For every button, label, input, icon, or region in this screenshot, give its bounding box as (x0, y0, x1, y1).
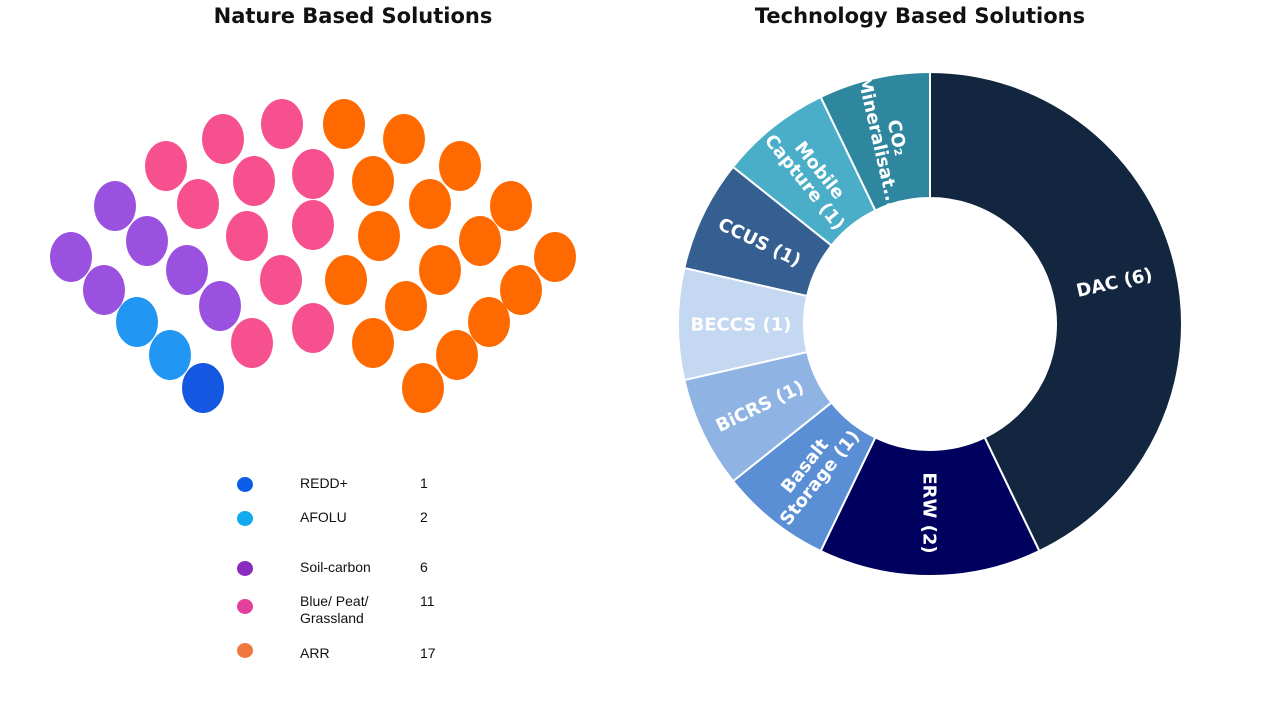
dot-redd (182, 363, 224, 413)
donut-slice-1 (819, 436, 1041, 577)
dot-blue-peat-grassland (292, 149, 334, 199)
dot-soil-carbon (166, 245, 208, 295)
dot-soil-carbon (50, 232, 92, 282)
dot-blue-peat-grassland (145, 141, 187, 191)
legend-count: 6 (420, 559, 428, 575)
dot-arr (358, 211, 400, 261)
dot-blue-peat-grassland (260, 255, 302, 305)
legend-swatch (237, 599, 253, 614)
legend-label: Blue/ Peat/ Grassland (300, 593, 369, 626)
dot-soil-carbon (94, 181, 136, 231)
legend-swatch (237, 561, 253, 576)
nature-dot-cluster (50, 99, 576, 413)
dot-arr (500, 265, 542, 315)
legend-count: 1 (420, 475, 428, 491)
dot-arr (352, 156, 394, 206)
donut-slice-label: BECCS (1) (691, 314, 792, 335)
dot-blue-peat-grassland (292, 303, 334, 353)
legend-swatch (237, 643, 253, 658)
donut-slice-label: ERW (2) (918, 472, 939, 553)
dot-arr (490, 181, 532, 231)
legend-label: AFOLU (300, 509, 347, 525)
dot-soil-carbon (126, 216, 168, 266)
technology-chart-title: Technology Based Solutions (754, 4, 1086, 28)
dot-arr (352, 318, 394, 368)
dot-blue-peat-grassland (261, 99, 303, 149)
legend-count: 17 (420, 645, 436, 661)
dot-blue-peat-grassland (177, 179, 219, 229)
legend-count: 11 (420, 593, 435, 609)
legend-label: ARR (300, 645, 330, 661)
dot-arr (323, 99, 365, 149)
legend-swatch (237, 511, 253, 526)
dot-soil-carbon (199, 281, 241, 331)
technology-donut-chart: DAC (6)ERW (2)BasaltStorage (1)BiCRS (1)… (677, 70, 1183, 577)
donut-slice-7 (819, 70, 931, 212)
nature-chart-title: Nature Based Solutions (213, 4, 493, 28)
legend-label: REDD+ (300, 475, 348, 491)
nature-legend: REDD+ 1 AFOLU 2 Soil-carbon 6 Blue/ Peat… (230, 470, 490, 670)
legend-label: Soil-carbon (300, 559, 371, 575)
dot-blue-peat-grassland (233, 156, 275, 206)
dot-arr (419, 245, 461, 295)
dot-arr (383, 114, 425, 164)
donut-slice-0 (929, 70, 1183, 553)
dot-arr (439, 141, 481, 191)
dot-blue-peat-grassland (226, 211, 268, 261)
dot-arr (459, 216, 501, 266)
dot-arr (409, 179, 451, 229)
legend-swatch (237, 477, 253, 492)
dot-arr (468, 297, 510, 347)
dot-arr (325, 255, 367, 305)
dot-blue-peat-grassland (202, 114, 244, 164)
dot-soil-carbon (83, 265, 125, 315)
dot-arr (534, 232, 576, 282)
dot-blue-peat-grassland (231, 318, 273, 368)
dot-arr (385, 281, 427, 331)
dot-arr (402, 363, 444, 413)
dot-afolu (149, 330, 191, 380)
dot-arr (436, 330, 478, 380)
dot-blue-peat-grassland (292, 200, 334, 250)
legend-count: 2 (420, 509, 428, 525)
dot-afolu (116, 297, 158, 347)
